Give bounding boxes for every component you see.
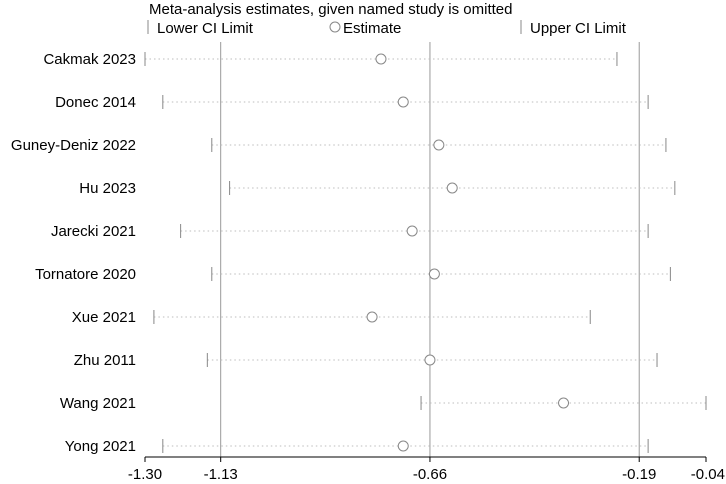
- estimate-marker: [397, 96, 409, 108]
- x-axis: -1.30 -1.13 -0.66 -0.19 -0.04: [128, 456, 725, 483]
- estimate-marker: [397, 440, 409, 452]
- study-label: Donec 2014: [55, 94, 136, 111]
- study-label: Cakmak 2023: [43, 51, 136, 68]
- study-rows: Cakmak 2023 Donec 2014 Guney-Deniz 2022 Hu …: [11, 51, 707, 455]
- study-label: Yong 2021: [65, 438, 136, 455]
- legend-label: Estimate: [343, 20, 401, 37]
- legend-label: Lower CI Limit: [157, 20, 254, 37]
- estimate-marker: [375, 53, 387, 65]
- study-label: Xue 2021: [72, 309, 136, 326]
- x-tick-label: -1.30: [128, 466, 162, 483]
- study-label: Guney-Deniz 2022: [11, 137, 136, 154]
- estimate-marker: [558, 397, 570, 409]
- legend: Lower CI Limit Estimate Upper CI Limit: [147, 20, 627, 37]
- estimate-marker: [424, 354, 436, 366]
- study-label: Zhu 2011: [74, 352, 136, 369]
- estimate-marker: [433, 139, 445, 151]
- estimate-marker: [366, 311, 378, 323]
- x-tick-label: -0.66: [413, 466, 447, 483]
- reference-lines: [220, 42, 640, 457]
- x-tick-label: -1.13: [204, 466, 238, 483]
- study-label: Jarecki 2021: [51, 223, 136, 240]
- study-label: Hu 2023: [79, 180, 136, 197]
- estimate-marker: [428, 268, 440, 280]
- legend-estimate-marker: [329, 21, 341, 33]
- x-tick-label: -0.19: [622, 466, 656, 483]
- study-label: Tornatore 2020: [35, 266, 136, 283]
- estimate-marker: [406, 225, 418, 237]
- estimate-marker: [446, 182, 458, 194]
- chart-title: Meta-analysis estimates, given named stu…: [149, 1, 513, 18]
- x-tick-label: -0.04: [691, 466, 725, 483]
- legend-label: Upper CI Limit: [530, 20, 627, 37]
- study-label: Wang 2021: [60, 395, 136, 412]
